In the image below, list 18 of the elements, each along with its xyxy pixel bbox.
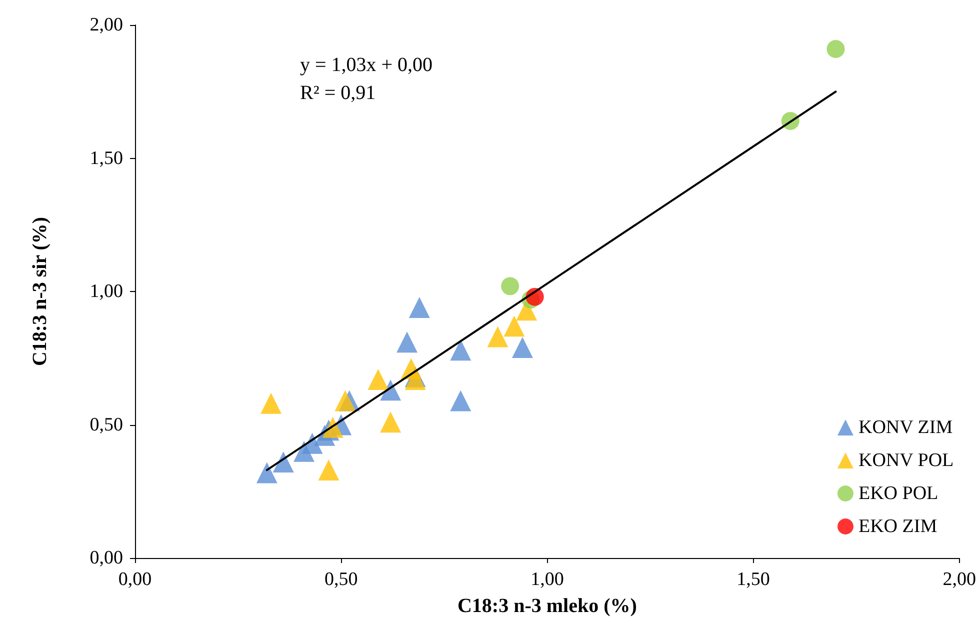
legend-label: KONV POL bbox=[858, 450, 954, 471]
x-axis-title: C18:3 n-3 mleko (%) bbox=[457, 595, 637, 617]
y-tick-label: 1,50 bbox=[90, 148, 123, 169]
y-axis-title: C18:3 n-3 sir (%) bbox=[29, 216, 51, 366]
y-tick-label: 2,00 bbox=[90, 14, 123, 36]
legend-label: KONV ZIM bbox=[858, 417, 953, 438]
annotation: R² = 0,91 bbox=[300, 82, 376, 104]
x-tick-label: 1,00 bbox=[530, 569, 564, 590]
x-tick-label: 0,00 bbox=[118, 569, 152, 590]
y-tick-label: 0,00 bbox=[90, 548, 123, 568]
legend-label: EKO POL bbox=[858, 483, 938, 504]
legend-label: EKO ZIM bbox=[858, 516, 938, 537]
y-tick-label: 1,00 bbox=[90, 281, 123, 302]
x-tick-label: 0,50 bbox=[324, 569, 358, 590]
annotation: y = 1,03x + 0,00 bbox=[300, 54, 433, 76]
x-tick-label: 1,50 bbox=[736, 569, 770, 590]
x-tick-label: 2,00 bbox=[942, 569, 976, 590]
y-tick-label: 0,50 bbox=[90, 414, 123, 436]
